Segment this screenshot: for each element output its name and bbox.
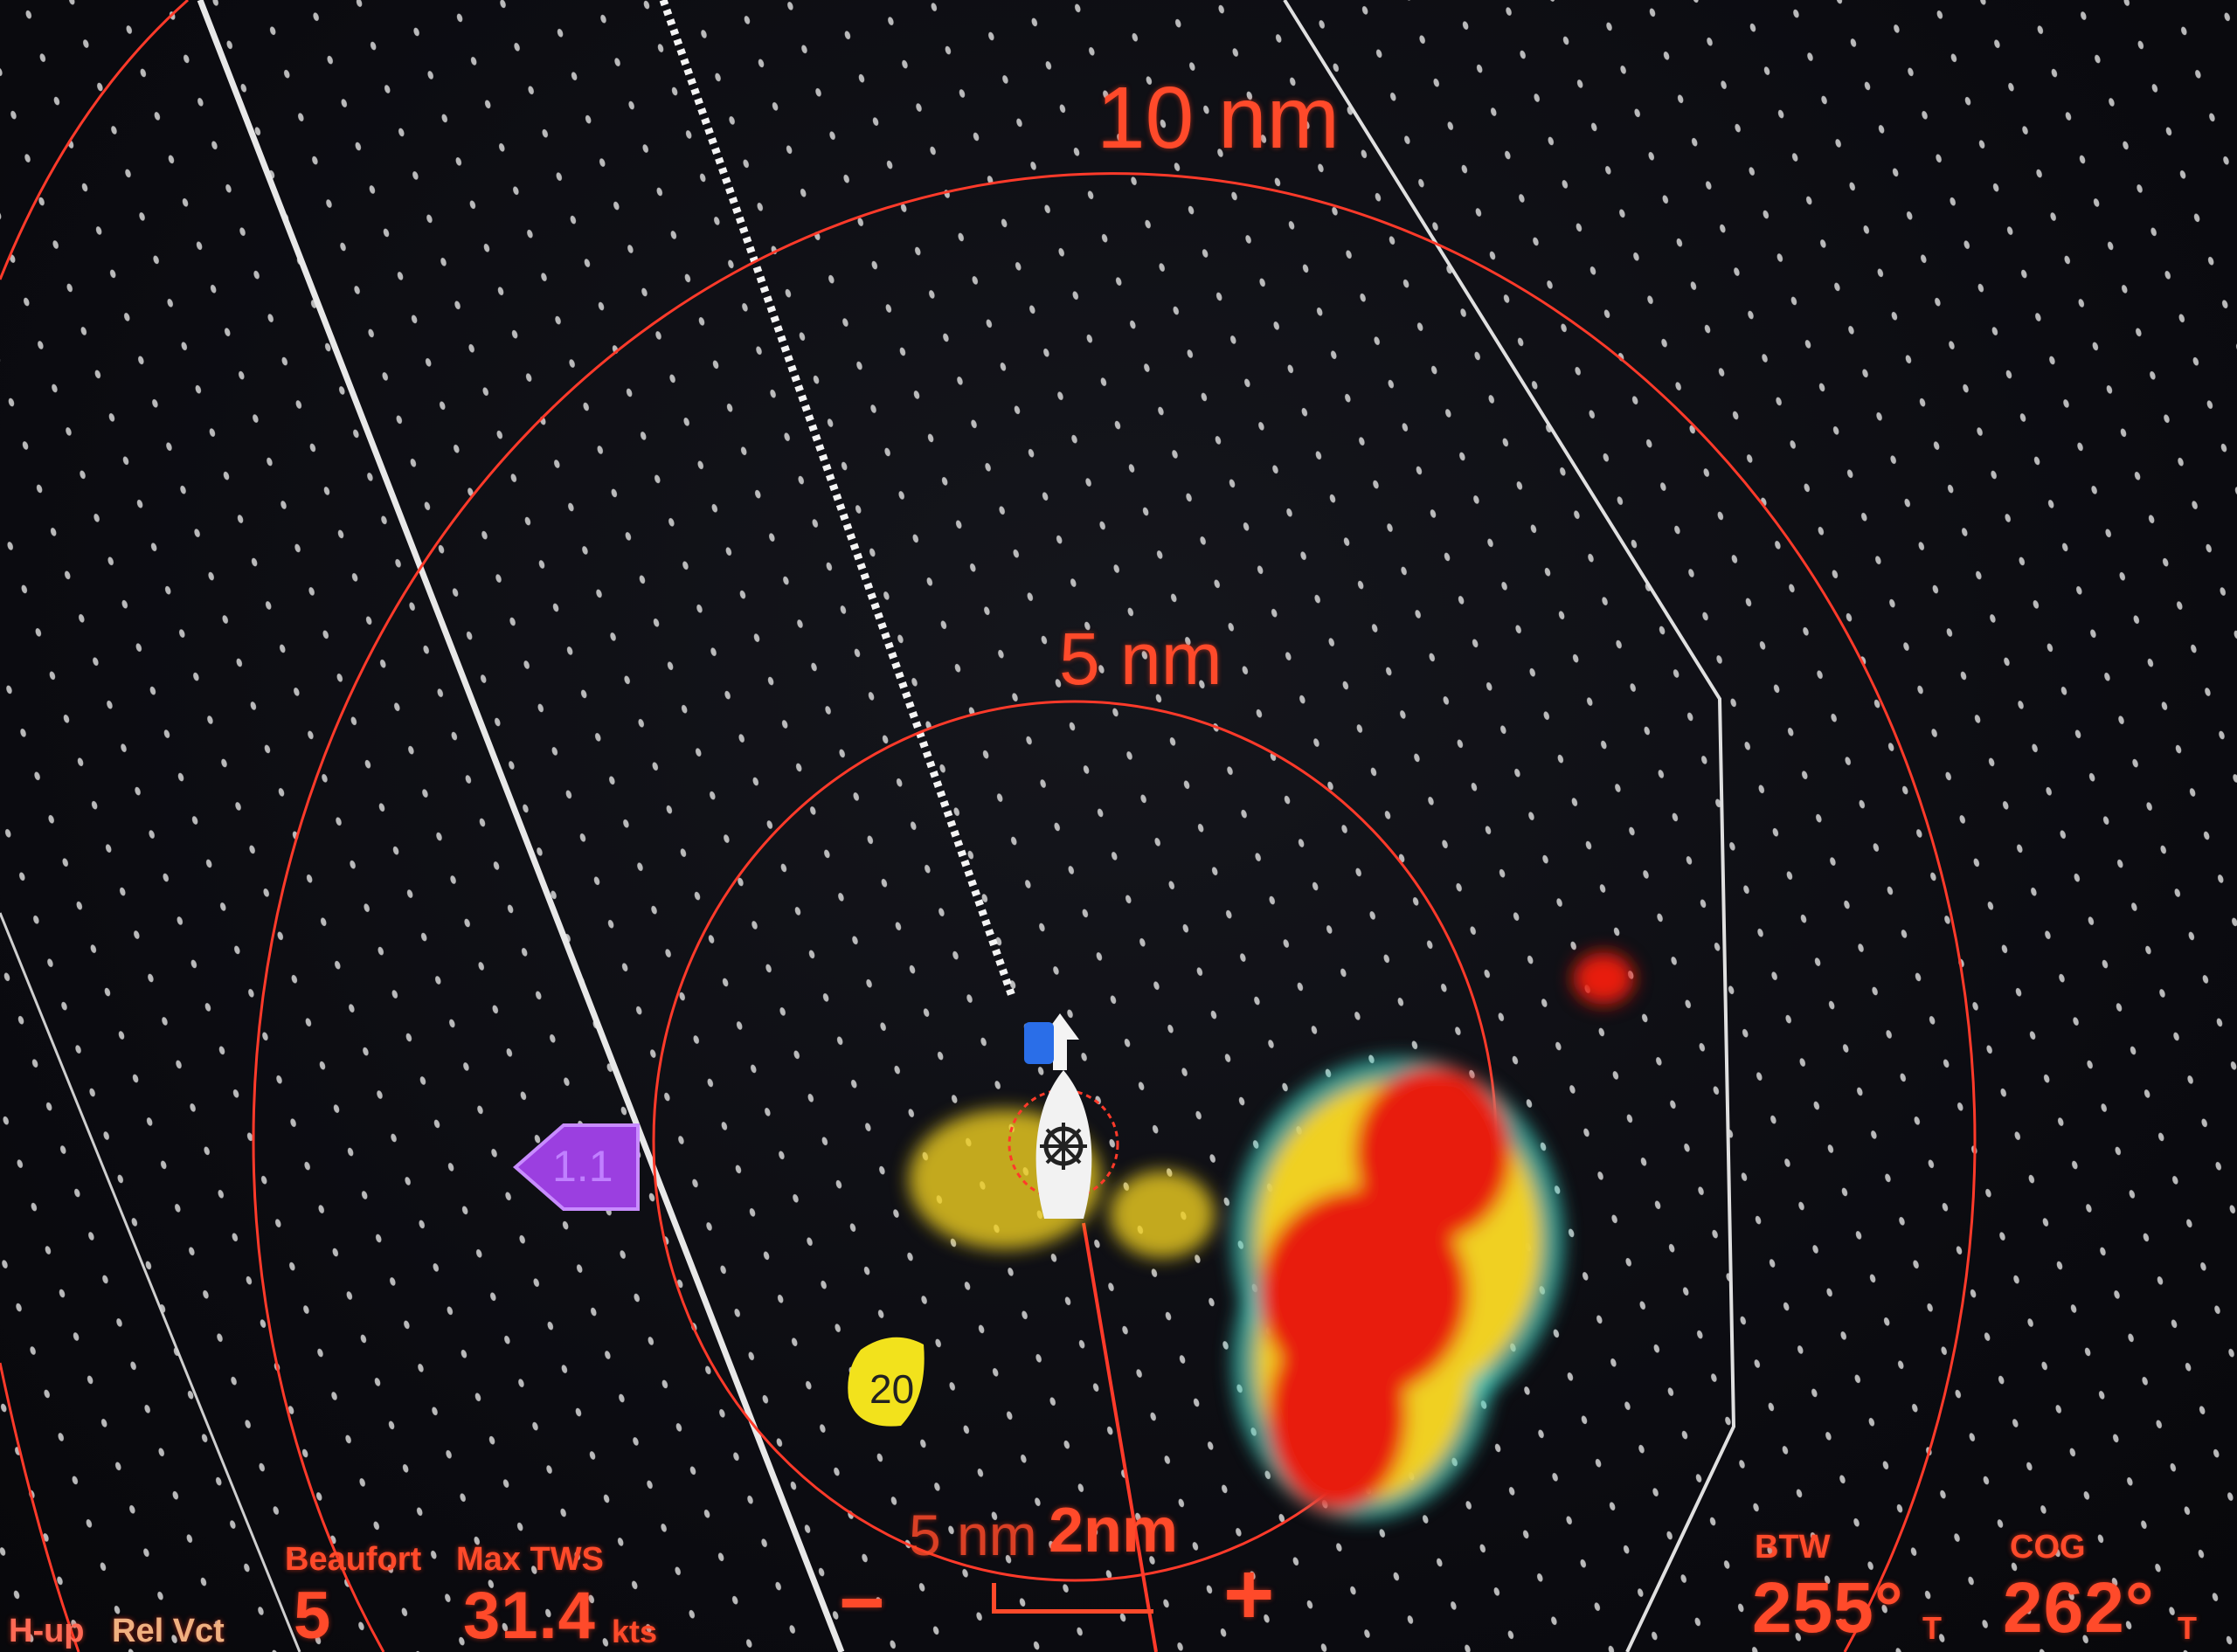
cog-label: COG <box>2010 1529 2086 1566</box>
waypoint-marker-20[interactable] <box>848 1337 925 1427</box>
zoom-previous-range: 5 nm <box>909 1503 1037 1567</box>
range-ring-10nm <box>252 172 1977 1652</box>
cog-value: 262° <box>2003 1568 2155 1648</box>
btw-unit: T <box>1922 1610 1942 1646</box>
vessel-icon <box>1008 1070 1119 1219</box>
waypoint-marker-1-1[interactable] <box>512 1123 640 1211</box>
max-tws-label: Max TWS <box>456 1541 604 1578</box>
range-ring-label-10nm: 10 nm <box>1097 69 1340 167</box>
btw-value: 255° <box>1752 1568 1904 1648</box>
orientation-mode-button[interactable]: H-up <box>9 1613 85 1649</box>
motion-mode-button[interactable]: Rel Vct <box>112 1613 225 1649</box>
scale-bar-label: 2nm <box>1049 1496 1179 1566</box>
waypoint-label: 20 <box>869 1366 915 1412</box>
scale-bar <box>992 1583 1153 1614</box>
chart-line-thin <box>0 912 301 1652</box>
zoom-out-button[interactable]: − <box>839 1559 885 1647</box>
track-line <box>659 0 1017 1000</box>
btw-label: BTW <box>1755 1529 1831 1566</box>
range-ring-label-5nm: 5 nm <box>1059 618 1222 700</box>
beaufort-label: Beaufort <box>285 1541 422 1578</box>
zoom-in-button[interactable]: + <box>1223 1545 1275 1643</box>
outer-range-ring <box>0 0 189 280</box>
heading-line <box>1082 1222 1158 1652</box>
chart-line <box>197 0 845 1652</box>
chart-boundary-line <box>1283 0 1736 1652</box>
max-tws-value: 31.4 <box>463 1579 596 1652</box>
radar-returns <box>909 952 1634 1520</box>
ais-target-icon[interactable] <box>1024 1022 1054 1064</box>
waypoint-label: 1.1 <box>552 1142 613 1191</box>
outer-range-ring-lower <box>0 1362 80 1652</box>
max-tws-unit: kts <box>612 1614 658 1649</box>
cog-unit: T <box>2178 1610 2197 1646</box>
beaufort-value: 5 <box>294 1579 332 1652</box>
